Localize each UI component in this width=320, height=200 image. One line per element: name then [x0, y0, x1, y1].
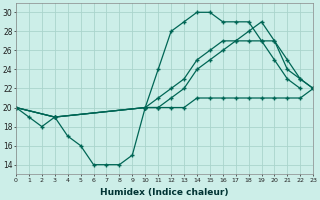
X-axis label: Humidex (Indice chaleur): Humidex (Indice chaleur) [100, 188, 229, 197]
